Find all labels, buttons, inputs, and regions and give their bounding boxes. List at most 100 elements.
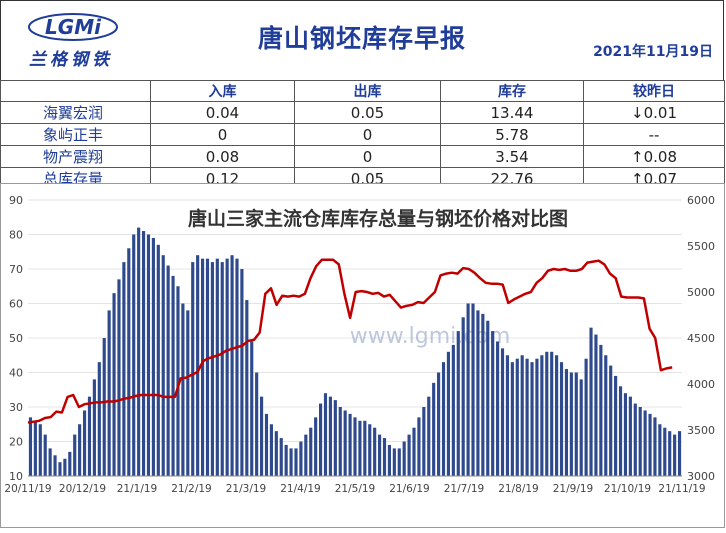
inventory-bar <box>638 407 642 476</box>
row-name: 海翼宏润 <box>0 101 151 124</box>
y-right-tick-label: 4500 <box>687 332 715 345</box>
inventory-bar <box>441 362 446 476</box>
report-date: 2021年11月19日 <box>593 44 713 60</box>
inventory-bar <box>559 362 564 476</box>
y-left-tick-label: 60 <box>9 298 23 311</box>
inventory-bar <box>78 424 82 476</box>
y-right-tick-label: 3000 <box>687 470 715 483</box>
inventory-bar <box>378 434 382 476</box>
x-tick-label: 21/5/19 <box>335 483 375 495</box>
y-right-tick-label: 3500 <box>687 424 715 437</box>
x-tick-label: 21/7/19 <box>444 483 484 495</box>
x-tick-label: 21/10/19 <box>604 483 651 495</box>
inventory-bar <box>87 396 92 476</box>
inventory-bar <box>250 341 254 476</box>
inventory-bar <box>451 344 455 476</box>
inventory-bar <box>38 424 42 476</box>
inventory-bar <box>609 365 613 476</box>
inventory-bar <box>382 438 387 476</box>
inventory-bar <box>304 434 308 476</box>
column-header-in: 入库 <box>150 80 295 102</box>
x-tick-label: 21/11/19 <box>658 483 705 495</box>
inventory-bar <box>141 231 146 476</box>
inventory-bar <box>43 434 47 476</box>
inventory-bar <box>574 372 578 476</box>
inventory-bar <box>28 417 33 476</box>
column-header-out: 出库 <box>294 80 441 102</box>
inventory-bar <box>668 431 672 476</box>
y-left-tick-label: 90 <box>9 194 23 207</box>
inventory-bar <box>530 362 534 476</box>
inventory-bar <box>245 300 249 476</box>
inventory-bar <box>550 351 554 476</box>
inventory-bar <box>323 393 328 476</box>
logo-text: LGMi <box>45 15 102 39</box>
inventory-bar <box>481 313 485 476</box>
inventory-bar <box>422 407 426 476</box>
inventory-bar <box>284 444 288 476</box>
inventory-bar <box>648 413 652 476</box>
y-right-tick-label: 4000 <box>687 378 715 391</box>
y-right-tick-label: 5500 <box>687 240 715 253</box>
table-row: 象屿正丰 0 0 5.78 -- <box>0 123 725 146</box>
y-left-tick-label: 80 <box>9 229 23 242</box>
table-row: 物产震翔 0.08 0 3.54 ↑0.08 <box>0 145 725 168</box>
x-tick-label: 21/8/19 <box>498 483 538 495</box>
row-out: 0.05 <box>294 101 441 124</box>
inventory-bar <box>368 424 372 476</box>
y-left-tick-label: 30 <box>9 401 23 414</box>
inventory-bar <box>151 237 155 476</box>
inventory-bar <box>274 431 278 476</box>
inventory-bar <box>137 227 141 476</box>
inventory-bar <box>594 334 598 476</box>
inventory-bar <box>633 403 637 476</box>
x-tick-label: 21/4/19 <box>280 483 320 495</box>
inventory-bar <box>127 248 131 476</box>
page-title: 唐山钢坯库存早报 <box>257 24 466 53</box>
inventory-bar <box>427 396 431 476</box>
inventory-table: 入库 出库 库存 较昨日 海翼宏润 0.04 0.05 13.44 ↓0.01 … <box>0 80 725 190</box>
inventory-bar <box>358 420 362 476</box>
logo-chinese-text: 兰格钢铁 <box>29 50 113 70</box>
inventory-bar <box>210 262 214 476</box>
inventory-bar <box>259 396 264 476</box>
inventory-bar <box>412 427 416 476</box>
chart-container: www.lgmi.com 10 20 30 40 50 60 70 80 90 3000 3500 4… <box>0 183 726 529</box>
inventory-bar <box>432 382 436 476</box>
inventory-bar <box>33 420 37 476</box>
inventory-bar <box>176 286 180 476</box>
inventory-bar <box>486 320 490 476</box>
inventory-bar <box>289 448 293 476</box>
inventory-bar <box>397 448 401 476</box>
row-change: ↓0.01 <box>583 101 725 124</box>
inventory-bar <box>230 255 234 476</box>
row-stock: 13.44 <box>440 101 584 124</box>
inventory-bar <box>535 358 539 476</box>
inventory-bar <box>314 417 318 476</box>
inventory-bar <box>146 234 151 476</box>
row-out: 0 <box>294 145 441 168</box>
inventory-bar <box>132 234 136 476</box>
inventory-bar <box>476 310 480 476</box>
inventory-bar <box>269 424 273 476</box>
inventory-bar <box>338 407 342 476</box>
inventory-bar <box>673 434 677 476</box>
inventory-bar <box>461 317 465 476</box>
inventory-bar <box>500 348 505 476</box>
inventory-bar <box>92 379 96 476</box>
inventory-bar <box>545 351 549 476</box>
inventory-bar <box>319 403 323 476</box>
inventory-bar <box>181 303 185 476</box>
inventory-bar <box>333 400 337 476</box>
inventory-bar <box>166 265 170 476</box>
inventory-bar <box>525 358 529 476</box>
inventory-bar <box>653 417 657 476</box>
table-header-row: 入库 出库 库存 较昨日 <box>0 80 725 102</box>
y-left-tick-label: 70 <box>9 263 23 276</box>
x-tick-label: 21/2/19 <box>171 483 211 495</box>
inventory-bar <box>328 396 332 476</box>
inventory-bar <box>107 310 111 476</box>
row-stock: 5.78 <box>440 123 584 146</box>
inventory-bar <box>496 341 500 476</box>
inventory-bar <box>82 410 87 476</box>
